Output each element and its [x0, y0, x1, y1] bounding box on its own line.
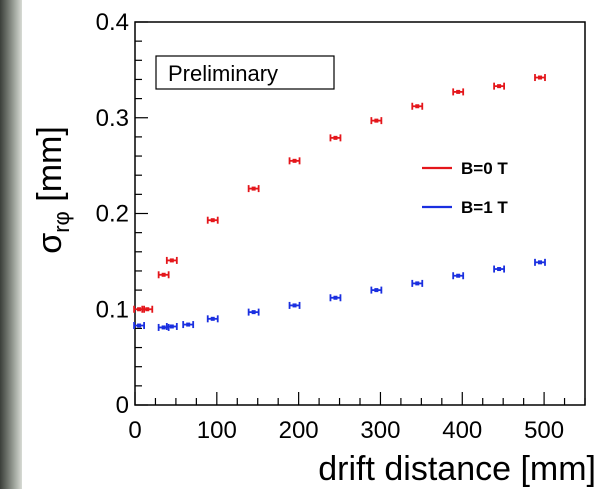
y-tick-label: 0.3 — [96, 105, 129, 132]
x-tick-label: 500 — [524, 417, 564, 444]
x-tick-label: 400 — [442, 417, 482, 444]
data-series — [133, 74, 546, 331]
data-point — [493, 265, 505, 273]
y-axis-subscript: rφ — [49, 211, 74, 233]
axis-ticks — [134, 21, 586, 406]
data-point — [329, 134, 342, 142]
series-1 — [133, 74, 546, 313]
y-tick-label: 0.1 — [96, 296, 129, 323]
data-point — [182, 321, 195, 329]
tick-labels: 0 100 200 300 400 500 0 0.1 0.2 0.3 0.4 — [96, 9, 564, 444]
data-point — [370, 286, 383, 294]
data-point — [370, 117, 383, 125]
legend-label: B=0 T — [461, 159, 508, 178]
y-tick-label: 0 — [116, 392, 129, 419]
data-point — [288, 157, 301, 165]
series-2 — [133, 258, 546, 331]
legend: B=0 T B=1 T — [422, 159, 508, 217]
preliminary-box: Preliminary — [155, 55, 335, 90]
data-point — [133, 322, 145, 330]
data-point — [411, 102, 424, 110]
data-point — [452, 272, 465, 280]
legend-label: B=1 T — [461, 198, 508, 217]
data-point — [157, 271, 170, 279]
data-point — [452, 88, 465, 96]
data-point — [411, 279, 424, 287]
data-point — [141, 305, 154, 313]
y-axis-symbol: σ — [31, 233, 69, 254]
data-point — [206, 315, 219, 323]
y-tick-label: 0.2 — [96, 201, 129, 228]
data-point — [493, 82, 505, 90]
data-point — [165, 322, 178, 330]
data-point — [247, 308, 260, 316]
x-tick-label: 100 — [197, 417, 237, 444]
data-point — [247, 185, 260, 193]
data-point — [165, 256, 178, 264]
x-tick-label: 300 — [360, 417, 400, 444]
x-tick-label: 200 — [279, 417, 319, 444]
data-point — [288, 301, 301, 309]
x-tick-label: 0 — [128, 417, 141, 444]
data-point — [534, 74, 546, 82]
y-axis-title: σrφ [mm] — [31, 126, 74, 254]
legend-entry: B=0 T — [422, 159, 508, 178]
y-axis-unit: [mm] — [31, 126, 69, 211]
x-axis-title: drift distance [mm] — [318, 450, 596, 488]
data-point — [534, 258, 546, 266]
legend-entry: B=1 T — [422, 198, 508, 217]
data-point — [329, 294, 342, 302]
background-photo-strip — [0, 0, 22, 489]
y-tick-label: 0.4 — [96, 9, 129, 36]
data-point — [206, 216, 219, 224]
preliminary-label: Preliminary — [168, 61, 278, 86]
